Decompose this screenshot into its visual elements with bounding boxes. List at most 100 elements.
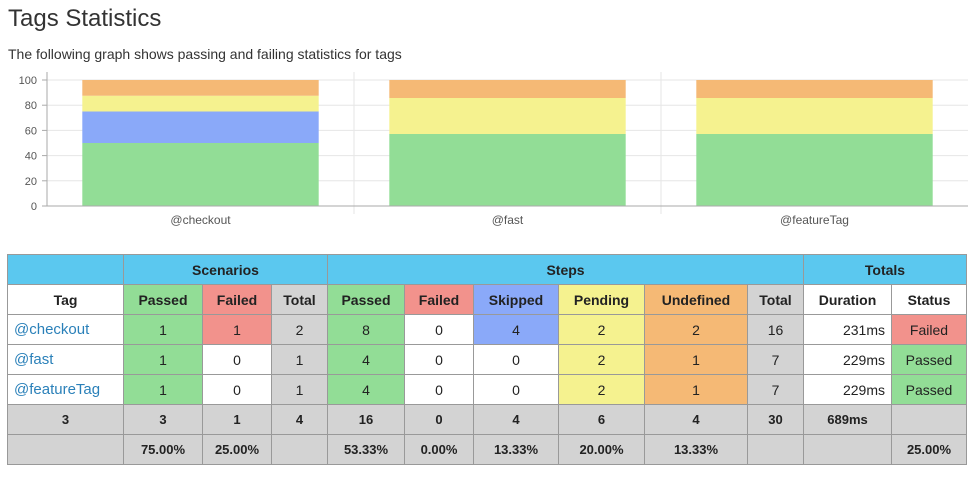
y-tick-label: 20	[25, 176, 37, 188]
duration-cell: 229ms	[803, 374, 892, 405]
col-header-scenarios-passed[interactable]: Passed	[123, 284, 203, 315]
tags-stacked-bar-chart: 0 20 40 60 80 100 @checkout @fast @featureTag	[19, 72, 968, 227]
steps-skipped-cell: 0	[473, 344, 559, 375]
table-row: @checkout 1 1 2 8 0 4 2 2 16 231ms Faile…	[7, 314, 967, 345]
col-header-steps-failed[interactable]: Failed	[404, 284, 474, 315]
pct-steps-total-empty	[747, 434, 804, 465]
col-header-steps-undefined[interactable]: Undefined	[644, 284, 748, 315]
steps-undefined-cell: 1	[644, 344, 748, 375]
x-tick-label: @checkout	[170, 213, 231, 227]
pct-steps-pending: 20.00%	[558, 434, 645, 465]
page-title: Tags Statistics	[8, 5, 162, 32]
tag-link[interactable]: @checkout	[7, 314, 124, 345]
pct-scenarios-passed: 75.00%	[123, 434, 203, 465]
totals-scenarios-failed: 1	[202, 404, 272, 435]
x-tick-label: @fast	[492, 213, 524, 227]
totals-scenarios-passed: 3	[123, 404, 203, 435]
pct-scenarios-failed: 25.00%	[202, 434, 272, 465]
status-cell: Passed	[891, 374, 967, 405]
col-header-duration[interactable]: Duration	[803, 284, 892, 315]
pct-status: 25.00%	[891, 434, 967, 465]
steps-failed-cell: 0	[404, 344, 474, 375]
duration-cell: 229ms	[803, 344, 892, 375]
steps-passed-cell: 8	[327, 314, 405, 345]
col-header-tag[interactable]: Tag	[7, 284, 124, 315]
col-header-scenarios-failed[interactable]: Failed	[202, 284, 272, 315]
col-header-steps-passed[interactable]: Passed	[327, 284, 405, 315]
totals-tag-count: 3	[7, 404, 124, 435]
col-header-steps-pending[interactable]: Pending	[558, 284, 645, 315]
pct-tag-empty	[7, 434, 124, 465]
bar-passed-featureTag	[696, 134, 933, 206]
bar-undefined-featureTag	[696, 80, 933, 99]
page-subtitle: The following graph shows passing and fa…	[8, 46, 402, 62]
steps-total-cell: 7	[747, 344, 804, 375]
steps-pending-cell: 2	[558, 344, 645, 375]
totals-steps-undefined: 4	[644, 404, 748, 435]
table-row: @featureTag 1 0 1 4 0 0 2 1 7 229ms Pass…	[7, 374, 967, 405]
percentages-row: 75.00% 25.00% 53.33% 0.00% 13.33% 20.00%…	[7, 434, 967, 465]
totals-steps-skipped: 4	[473, 404, 559, 435]
bar-skipped-checkout	[82, 111, 319, 143]
table-row: @fast 1 0 1 4 0 0 2 1 7 229ms Passed	[7, 344, 967, 375]
steps-passed-cell: 4	[327, 374, 405, 405]
steps-passed-cell: 4	[327, 344, 405, 375]
steps-undefined-cell: 2	[644, 314, 748, 345]
group-header-row: Scenarios Steps Totals	[7, 254, 967, 285]
pct-scenarios-total-empty	[271, 434, 328, 465]
totals-steps-total: 30	[747, 404, 804, 435]
bar-passed-checkout	[82, 143, 319, 206]
col-header-scenarios-total[interactable]: Total	[271, 284, 328, 315]
y-tick-label: 80	[25, 100, 37, 112]
tag-link[interactable]: @featureTag	[7, 374, 124, 405]
totals-steps-failed: 0	[404, 404, 474, 435]
scenarios-failed-cell: 0	[202, 344, 272, 375]
col-header-steps-skipped[interactable]: Skipped	[473, 284, 559, 315]
col-header-status[interactable]: Status	[891, 284, 967, 315]
col-header-steps-total[interactable]: Total	[747, 284, 804, 315]
scenarios-passed-cell: 1	[123, 344, 203, 375]
y-tick-label: 100	[19, 75, 37, 87]
scenarios-total-cell: 1	[271, 374, 328, 405]
totals-status	[891, 404, 967, 435]
bar-undefined-fast	[389, 80, 626, 99]
status-cell: Failed	[891, 314, 967, 345]
bar-pending-featureTag	[696, 98, 933, 135]
steps-pending-cell: 2	[558, 374, 645, 405]
tag-link[interactable]: @fast	[7, 344, 124, 375]
scenarios-failed-cell: 0	[202, 374, 272, 405]
pct-steps-undefined: 13.33%	[644, 434, 748, 465]
group-header-empty	[7, 254, 124, 285]
x-tick-label: @featureTag	[780, 213, 849, 227]
y-tick-label: 40	[25, 151, 37, 163]
totals-steps-passed: 16	[327, 404, 405, 435]
bar-undefined-checkout	[82, 80, 319, 96]
totals-duration: 689ms	[803, 404, 892, 435]
bar-passed-fast	[389, 134, 626, 206]
steps-undefined-cell: 1	[644, 374, 748, 405]
scenarios-passed-cell: 1	[123, 374, 203, 405]
column-header-row: Tag Passed Failed Total Passed Failed Sk…	[7, 284, 967, 315]
pct-duration-empty	[803, 434, 892, 465]
scenarios-total-cell: 2	[271, 314, 328, 345]
steps-total-cell: 16	[747, 314, 804, 345]
steps-pending-cell: 2	[558, 314, 645, 345]
scenarios-total-cell: 1	[271, 344, 328, 375]
tags-statistics-table: Scenarios Steps Totals Tag Passed Failed…	[7, 254, 967, 465]
steps-failed-cell: 0	[404, 374, 474, 405]
steps-total-cell: 7	[747, 374, 804, 405]
status-cell: Passed	[891, 344, 967, 375]
group-header-steps: Steps	[327, 254, 804, 285]
bar-pending-checkout	[82, 95, 319, 112]
y-tick-label: 60	[25, 125, 37, 137]
bar-pending-fast	[389, 98, 626, 135]
group-header-totals: Totals	[803, 254, 967, 285]
pct-steps-skipped: 13.33%	[473, 434, 559, 465]
pct-steps-passed: 53.33%	[327, 434, 405, 465]
scenarios-failed-cell: 1	[202, 314, 272, 345]
scenarios-passed-cell: 1	[123, 314, 203, 345]
y-tick-label: 0	[31, 201, 37, 213]
totals-steps-pending: 6	[558, 404, 645, 435]
steps-skipped-cell: 4	[473, 314, 559, 345]
group-header-scenarios: Scenarios	[123, 254, 328, 285]
